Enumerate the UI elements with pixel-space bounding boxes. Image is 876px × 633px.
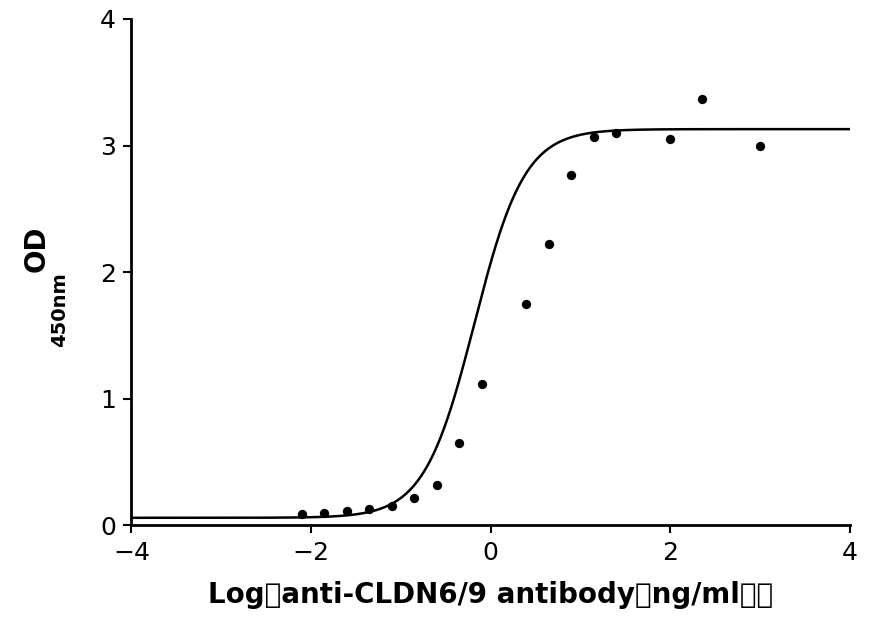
Point xyxy=(429,480,443,490)
Point xyxy=(542,239,556,249)
Point xyxy=(363,504,377,514)
Point xyxy=(452,438,466,448)
Point xyxy=(385,501,399,511)
Point xyxy=(695,94,709,104)
Point xyxy=(317,508,331,518)
Point xyxy=(519,299,533,309)
Point xyxy=(753,141,767,151)
Point xyxy=(295,509,309,519)
Point xyxy=(663,134,677,144)
Point xyxy=(340,506,354,517)
Text: 450nm: 450nm xyxy=(50,272,68,347)
Point xyxy=(564,170,578,180)
Text: OD: OD xyxy=(23,226,51,272)
Point xyxy=(587,132,601,142)
Point xyxy=(475,379,489,389)
Point xyxy=(610,128,624,138)
Point xyxy=(407,492,421,503)
X-axis label: Log（anti-CLDN6/9 antibody（ng/ml））: Log（anti-CLDN6/9 antibody（ng/ml）） xyxy=(208,581,774,610)
